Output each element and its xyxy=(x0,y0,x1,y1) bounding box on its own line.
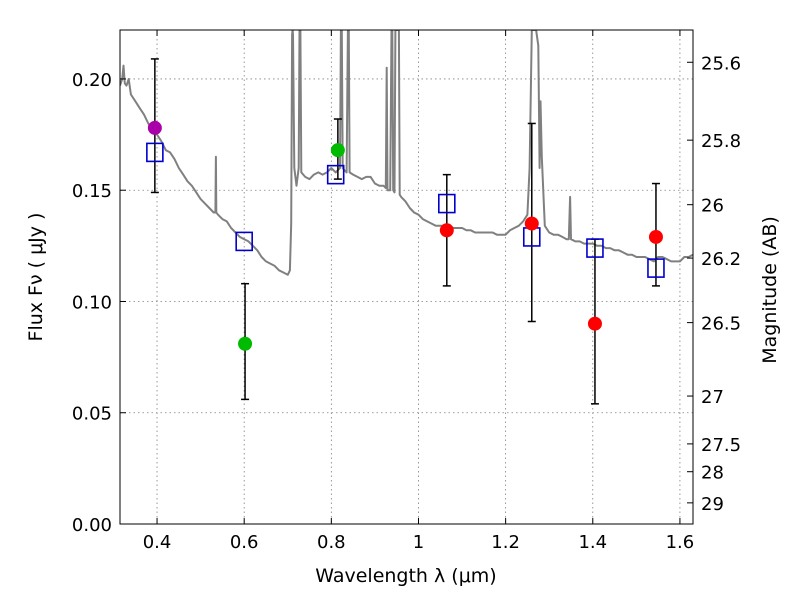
spectrum-line xyxy=(120,30,693,276)
magnitude-axis-label: Magnitude (AB) xyxy=(759,216,781,364)
observed-point xyxy=(330,143,345,158)
error-bars xyxy=(150,58,660,405)
mag-tick-label: 26 xyxy=(701,196,724,217)
model-photometry-markers xyxy=(146,142,665,278)
y-tick-label: 0.20 xyxy=(72,70,112,91)
y-tick-label: 0.10 xyxy=(72,292,112,313)
observed-point xyxy=(648,229,663,244)
observed-point xyxy=(524,216,539,231)
model-square xyxy=(586,238,604,258)
y-tick-label: 0.15 xyxy=(72,181,112,202)
mag-tick-label: 29 xyxy=(701,494,724,515)
mag-tick-label: 25.8 xyxy=(701,131,741,152)
observed-photometry-markers xyxy=(147,120,663,351)
x-tick-label: 1 xyxy=(413,532,424,553)
y-axis-label: Flux Fν ( μJy ) xyxy=(25,213,47,342)
x-tick-label: 1.4 xyxy=(578,532,607,553)
model-square xyxy=(146,142,164,163)
mag-tick-label: 27 xyxy=(701,387,724,408)
x-axis-label: Wavelength λ (μm) xyxy=(315,565,496,587)
mag-tick-label: 25.6 xyxy=(701,53,741,74)
mag-tick-label: 26.5 xyxy=(701,314,741,335)
model-square xyxy=(647,258,665,278)
grid xyxy=(120,30,693,525)
x-tick-label: 0.4 xyxy=(143,532,172,553)
x-tick-label: 1.6 xyxy=(666,532,695,553)
x-tick-label: 1.2 xyxy=(491,532,520,553)
y-tick-label: 0.00 xyxy=(72,515,112,536)
model-spectrum xyxy=(120,30,693,276)
x-tick-label: 0.8 xyxy=(317,532,346,553)
axis-ticks: 0.4 0.6 0.8 1 1.2 1.4 1.6 0.00 0.05 0.10 0.15 0.20 2… xyxy=(72,30,741,553)
plot-frame xyxy=(119,29,694,525)
y-tick-label: 0.05 xyxy=(72,404,112,425)
mag-tick-label: 26.2 xyxy=(701,249,741,270)
mag-tick-label: 27.5 xyxy=(701,435,741,456)
model-square xyxy=(438,193,456,214)
mag-tick-label: 28 xyxy=(701,463,724,484)
model-square xyxy=(235,231,253,252)
x-tick-label: 0.6 xyxy=(230,532,259,553)
observed-point xyxy=(587,316,602,331)
model-square xyxy=(326,164,345,185)
observed-point xyxy=(439,223,454,238)
observed-point xyxy=(238,336,253,351)
observed-point xyxy=(147,120,162,135)
